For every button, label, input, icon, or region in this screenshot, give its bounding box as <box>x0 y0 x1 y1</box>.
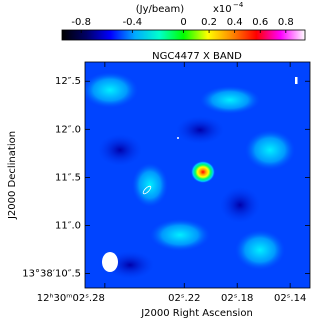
colorbar-label: (Jy/beam) <box>136 4 185 15</box>
y-tick-label: 12″.0 <box>55 124 81 135</box>
colorbar-tick-label: -0.4 <box>123 17 143 28</box>
y-tick-label: 11″.5 <box>55 172 81 183</box>
x-tick-label: 12ʰ30ᵐ02ˢ.28 <box>37 293 105 304</box>
y-tick-label: 13°38′10″.5 <box>22 269 81 280</box>
colorbar-scale: x10 <box>213 4 232 15</box>
colorbar-tick-label: -0.8 <box>71 17 91 28</box>
x-tick-label: 02ˢ.22 <box>168 293 200 304</box>
colorbar-exponent: −4 <box>233 1 244 9</box>
colorbar-tick-label: 0.8 <box>278 17 294 28</box>
x-tick-label: 02ˢ.14 <box>274 293 306 304</box>
plot-frame <box>84 61 311 289</box>
x-tick-label: 02ˢ.18 <box>221 293 253 304</box>
colorbar-tick-label: 0.6 <box>252 17 268 28</box>
chart-title: NGC4477 X BAND <box>152 51 242 62</box>
x-axis-label: J2000 Right Ascension <box>140 308 253 319</box>
colorbar-tick-label: 0 <box>180 17 186 28</box>
y-tick-label: 11″.0 <box>55 220 81 231</box>
colorbar-tick-label: 0.2 <box>201 17 217 28</box>
y-axis-label: J2000 Declination <box>7 131 18 220</box>
image <box>85 62 310 288</box>
colorbar-tick-label: 0.4 <box>227 17 243 28</box>
y-tick-label: 12″.5 <box>55 76 81 87</box>
